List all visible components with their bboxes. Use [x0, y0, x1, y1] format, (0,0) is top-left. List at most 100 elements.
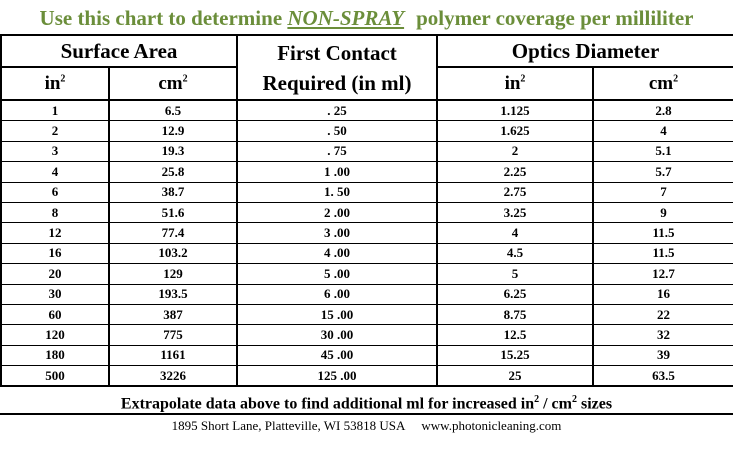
note-text: Extrapolate data above to find additiona… [120, 395, 535, 413]
data-cell: 4 [0, 161, 110, 183]
data-cell: 2 .00 [236, 201, 438, 224]
header-cell: Optics Diameter [435, 34, 733, 68]
address: 1895 Short Lane, Platteville, WI 53818 U… [171, 418, 406, 434]
data-row: 500 3226 125 .00 25 63.5 [0, 365, 733, 388]
data-cell: 11.5 [591, 242, 733, 265]
data-cell: 1. 50 [236, 181, 438, 203]
data-cell: 125 .00 [236, 365, 438, 388]
data-row: 180 1161 45 .00 15.25 39 [0, 344, 733, 367]
note-text: sizes [576, 395, 613, 413]
title-text: Use this chart to determine [39, 6, 288, 30]
data-cell: 2.75 [436, 181, 594, 203]
data-cell: 6.25 [436, 283, 594, 305]
address-bar: 1895 Short Lane, Platteville, WI 53818 U… [0, 415, 733, 437]
data-cell: 775 [108, 324, 238, 346]
data-cell: 2.8 [591, 99, 733, 122]
footer-note: Extrapolate data above to find additiona… [0, 387, 733, 416]
unit-base: cm [158, 72, 183, 94]
data-cell: 120 [0, 324, 110, 346]
unit-cell: cm2 [108, 66, 238, 101]
coverage-table: Surface Area First Contact Required (in m… [0, 34, 733, 388]
data-cell: 12.5 [436, 324, 594, 346]
data-cell: . 75 [236, 140, 438, 163]
data-row: 8 51.6 2 .00 3.25 9 [0, 201, 733, 224]
data-cell: 4.5 [436, 242, 594, 265]
data-cell: 387 [108, 303, 238, 326]
data-cell: 3.25 [436, 201, 594, 224]
unit-base: in [44, 72, 61, 94]
data-cell: 25.8 [108, 161, 238, 183]
data-cell: 38.7 [108, 181, 238, 203]
data-cell: 32 [591, 324, 733, 346]
data-cell: 1.625 [436, 120, 594, 142]
unit-exp: 2 [673, 73, 679, 85]
data-cell: 2 [0, 120, 110, 142]
data-cell: 2.25 [436, 161, 594, 183]
header-text: First Contact [277, 40, 397, 65]
data-cell: 77.4 [108, 222, 238, 244]
data-cell: 9 [591, 201, 733, 224]
data-cell: 500 [0, 365, 110, 388]
data-cell: 22 [591, 303, 733, 326]
data-cell: 1161 [108, 344, 238, 367]
data-cell: 19.3 [108, 140, 238, 163]
title-emphasis: NON-SPRAY [287, 6, 405, 30]
data-row: 30 193.5 6 .00 6.25 16 [0, 283, 733, 305]
title-text: polymer coverage per milliliter [416, 6, 694, 30]
data-cell: 16 [591, 283, 733, 305]
data-cell: 30 .00 [236, 324, 438, 346]
data-cell: 5 [436, 263, 594, 285]
data-cell: 4 [436, 222, 594, 244]
data-cell: 3 [0, 140, 110, 163]
data-row: 2 12.9. 50 1.625 4 [0, 120, 733, 142]
data-row: 1 6.5. 25 1.125 2.8 [0, 99, 733, 122]
unit-exp: 2 [182, 73, 188, 85]
data-row: 60 387 15 .00 8.75 22 [0, 303, 733, 326]
data-cell: 63.5 [591, 365, 733, 388]
unit-cell: cm2 [591, 66, 733, 101]
unit-base: in [504, 72, 521, 94]
data-cell: 15 .00 [236, 303, 438, 326]
data-row: 16 103.2 4 .00 4.5 11.5 [0, 242, 733, 265]
data-cell: 129 [108, 263, 238, 285]
data-cell: 180 [0, 344, 110, 367]
data-cell: 193.5 [108, 283, 238, 305]
data-cell: 12.7 [591, 263, 733, 285]
data-cell: 6 .00 [236, 283, 438, 305]
data-cell: 2 [436, 140, 594, 163]
unit-base: cm [648, 72, 674, 94]
data-cell: . 25 [236, 99, 438, 122]
data-row: 20 129 5 .00 5 12.7 [0, 263, 733, 285]
data-cell: 5 .00 [236, 263, 438, 285]
data-cell: 3226 [108, 365, 238, 388]
website: www.photonicleaning.com [421, 418, 562, 434]
header-row: Surface Area First Contact Required (in m… [0, 34, 733, 101]
data-cell: 8.75 [436, 303, 594, 326]
note-text: / cm [539, 395, 572, 413]
data-cell: 20 [0, 263, 110, 285]
unit-exp: 2 [520, 73, 526, 85]
data-cell: 51.6 [108, 201, 238, 224]
data-cell: 39 [591, 344, 733, 367]
data-cell: 45 .00 [236, 344, 438, 367]
data-cell: 5.7 [591, 161, 733, 183]
header-cell: First Contact Required (in ml) [236, 34, 438, 101]
header-cell: Surface Area [0, 34, 238, 68]
data-cell: 30 [0, 283, 110, 305]
data-cell: 5.1 [591, 140, 733, 163]
data-cell: 11.5 [591, 222, 733, 244]
data-cell: 12.9 [108, 120, 238, 142]
data-cell: . 50 [236, 120, 438, 142]
data-row: 6 38.7 1. 50 2.75 7 [0, 181, 733, 203]
data-cell: 12 [0, 222, 110, 244]
unit-row: in2 cm2 in2 cm2 [0, 66, 733, 101]
data-cell: 103.2 [108, 242, 238, 265]
data-row: 3 19.3. 75 2 5.1 [0, 140, 733, 163]
data-row: 12 77.4 3 .00 4 11.5 [0, 222, 733, 244]
data-cell: 8 [0, 201, 110, 224]
note-exp: 2 [534, 394, 540, 406]
data-cell: 4 [591, 120, 733, 142]
unit-cell: in2 [0, 66, 110, 101]
unit-cell: in2 [436, 66, 594, 101]
